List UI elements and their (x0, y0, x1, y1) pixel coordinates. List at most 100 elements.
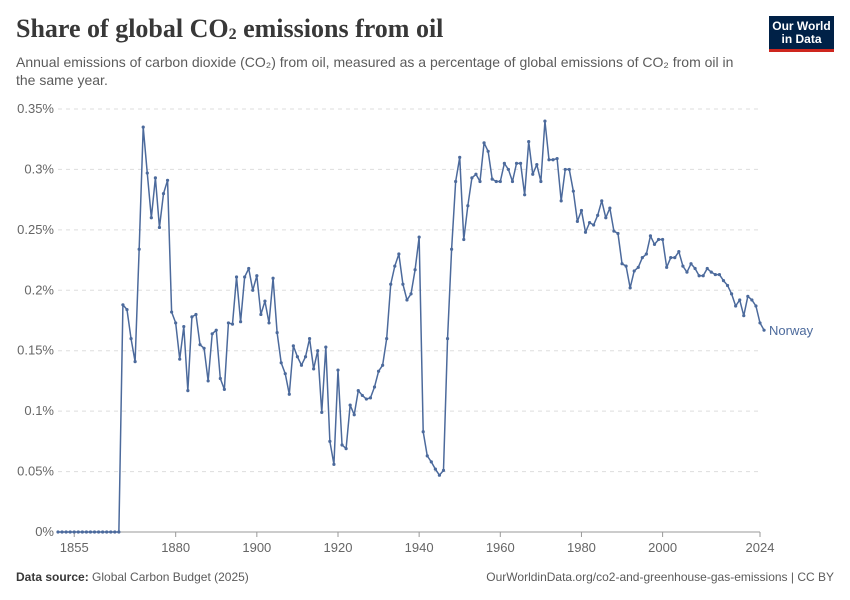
data-point[interactable] (750, 298, 754, 302)
data-point[interactable] (96, 530, 101, 534)
data-point[interactable] (421, 430, 425, 434)
data-point[interactable] (76, 530, 80, 534)
data-point[interactable] (652, 242, 657, 246)
data-point[interactable] (117, 530, 121, 534)
data-point[interactable] (474, 172, 478, 176)
data-point[interactable] (299, 363, 304, 367)
data-point[interactable] (92, 530, 97, 534)
data-point[interactable] (214, 328, 218, 332)
data-point[interactable] (303, 355, 308, 359)
data-point[interactable] (535, 162, 539, 167)
data-point[interactable] (352, 413, 356, 417)
data-point[interactable] (579, 208, 584, 213)
data-point[interactable] (746, 294, 750, 298)
data-point[interactable] (275, 330, 279, 335)
data-point[interactable] (125, 308, 129, 312)
data-point[interactable] (68, 530, 72, 534)
data-point[interactable] (80, 530, 84, 534)
data-point[interactable] (165, 178, 170, 182)
data-point[interactable] (551, 158, 555, 162)
data-point[interactable] (725, 283, 730, 288)
data-point[interactable] (510, 179, 515, 184)
data-point[interactable] (587, 221, 592, 225)
data-point[interactable] (437, 473, 442, 477)
data-point[interactable] (762, 328, 766, 332)
data-point[interactable] (356, 389, 360, 393)
data-point[interactable] (316, 349, 320, 353)
data-point[interactable] (153, 176, 157, 180)
data-point[interactable] (385, 337, 389, 341)
data-point[interactable] (283, 372, 287, 376)
data-point[interactable] (133, 359, 137, 364)
data-point[interactable] (563, 167, 567, 172)
data-point[interactable] (198, 343, 202, 347)
data-point[interactable] (218, 376, 222, 381)
data-point[interactable] (381, 363, 385, 367)
data-point[interactable] (730, 292, 734, 296)
data-point[interactable] (307, 337, 312, 341)
data-point[interactable] (417, 235, 421, 239)
data-point[interactable] (247, 266, 251, 271)
data-point[interactable] (145, 171, 149, 175)
data-point[interactable] (186, 389, 190, 393)
data-point[interactable] (105, 530, 109, 534)
data-point[interactable] (640, 256, 644, 260)
data-point[interactable] (170, 310, 174, 314)
data-point[interactable] (72, 530, 76, 534)
data-point[interactable] (344, 447, 348, 451)
data-point[interactable] (234, 275, 239, 279)
data-point[interactable] (612, 229, 616, 233)
data-point[interactable] (527, 140, 531, 144)
data-point[interactable] (571, 189, 575, 193)
series-line-norway[interactable] (58, 120, 765, 533)
data-point[interactable] (462, 237, 466, 242)
data-point[interactable] (336, 368, 340, 372)
data-point[interactable] (429, 460, 433, 464)
data-point[interactable] (413, 268, 417, 272)
data-point[interactable] (734, 304, 738, 308)
data-point[interactable] (226, 321, 231, 325)
data-point[interactable] (251, 288, 255, 292)
data-point[interactable] (84, 530, 88, 534)
data-point[interactable] (466, 204, 470, 208)
data-point[interactable] (101, 530, 105, 534)
data-point[interactable] (669, 256, 673, 260)
data-point[interactable] (230, 322, 235, 326)
data-point[interactable] (393, 264, 397, 268)
data-point[interactable] (523, 193, 527, 197)
data-point[interactable] (433, 467, 437, 471)
data-point[interactable] (360, 393, 364, 398)
data-point[interactable] (141, 125, 145, 129)
data-point[interactable] (222, 387, 226, 391)
data-point[interactable] (178, 357, 182, 361)
data-point[interactable] (161, 192, 166, 196)
data-point[interactable] (502, 161, 506, 165)
data-point[interactable] (514, 161, 519, 165)
data-point[interactable] (632, 269, 636, 273)
data-point[interactable] (543, 119, 547, 123)
data-point[interactable] (518, 161, 523, 165)
data-point[interactable] (506, 167, 511, 172)
data-point[interactable] (656, 237, 661, 242)
data-point[interactable] (60, 530, 64, 534)
data-point[interactable] (636, 265, 640, 269)
data-point[interactable] (478, 179, 482, 184)
data-point[interactable] (482, 141, 486, 145)
data-point[interactable] (129, 337, 133, 341)
data-point[interactable] (425, 454, 429, 458)
data-point[interactable] (754, 304, 758, 308)
data-point[interactable] (137, 247, 141, 251)
data-point[interactable] (450, 247, 454, 251)
data-point[interactable] (255, 274, 259, 278)
data-point[interactable] (705, 266, 709, 271)
data-point[interactable] (644, 252, 648, 256)
data-point[interactable] (279, 361, 283, 365)
data-point[interactable] (498, 179, 502, 184)
data-point[interactable] (620, 262, 624, 266)
data-point[interactable] (673, 256, 677, 260)
data-point[interactable] (701, 274, 705, 278)
data-point[interactable] (713, 272, 717, 277)
data-point[interactable] (174, 321, 178, 325)
data-point[interactable] (559, 199, 563, 203)
data-point[interactable] (56, 530, 60, 534)
